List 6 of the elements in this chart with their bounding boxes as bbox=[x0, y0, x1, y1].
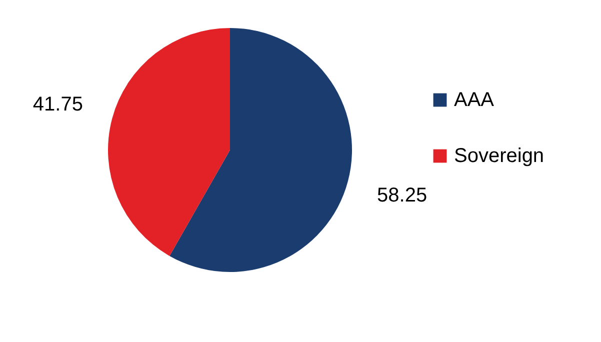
legend-label: AAA bbox=[454, 89, 495, 111]
pie-slice bbox=[170, 28, 352, 272]
pie-slice bbox=[108, 28, 230, 256]
data-label: 41.75 bbox=[32, 93, 83, 116]
data-label: 58.25 bbox=[377, 184, 428, 207]
legend-label: Sovereign bbox=[454, 145, 544, 167]
